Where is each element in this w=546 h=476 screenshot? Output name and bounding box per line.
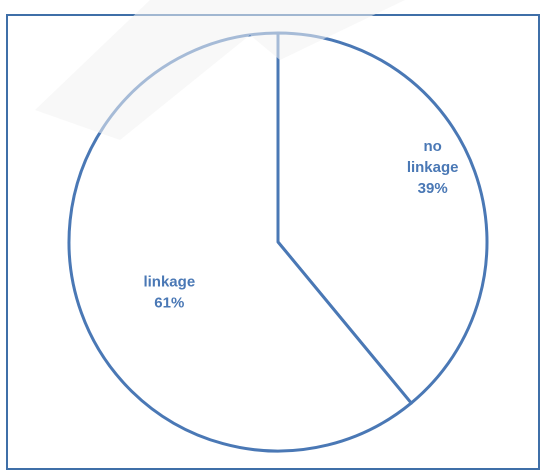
pie-label-line: no (423, 138, 441, 155)
pie-slices (67, 31, 489, 453)
pie-labels: no linkage 39% linkage 61% (143, 138, 458, 312)
pie-label-line: linkage (407, 159, 459, 176)
pie-label-no-linkage: no linkage 39% (407, 138, 459, 197)
pie-label-line: 61% (154, 295, 184, 312)
pie-label-line: linkage (143, 274, 195, 291)
pie-label-line: 39% (418, 180, 448, 197)
pie-label-linkage: linkage 61% (143, 274, 195, 312)
